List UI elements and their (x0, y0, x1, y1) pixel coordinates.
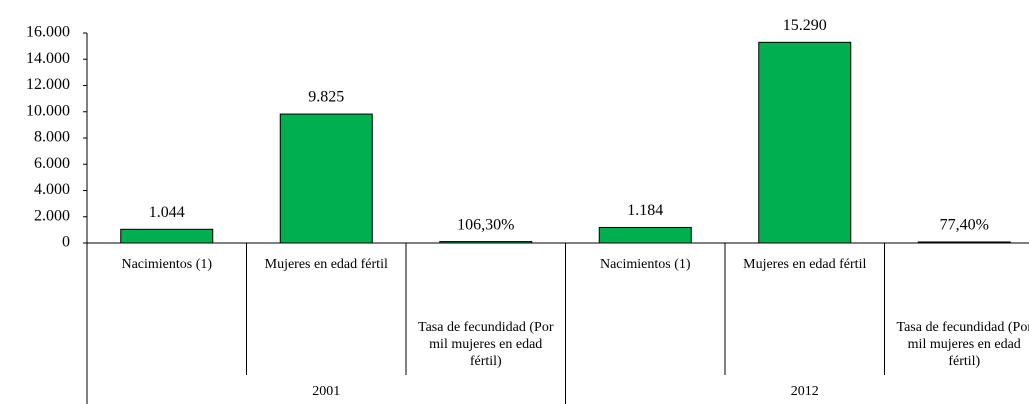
value-label: 9.825 (308, 89, 344, 106)
y-tick-label: 14.000 (26, 50, 70, 67)
x-tick-label: Mujeres en edad fértil (743, 257, 867, 272)
group-label: 2001 (312, 384, 341, 399)
bar (279, 113, 373, 244)
bar (758, 41, 852, 244)
x-tick-label: Tasa de fecundidad (Por mil mujeres en e… (896, 320, 1029, 369)
y-tick-label: 0 (62, 234, 70, 251)
value-label: 77,40% (940, 217, 989, 234)
y-tick-label: 10.000 (26, 102, 70, 119)
x-tick-label: Mujeres en edad fértil (264, 257, 388, 272)
bar (439, 241, 533, 244)
x-tick-label: Nacimientos (1) (599, 257, 691, 272)
value-label: 106,30% (457, 216, 514, 233)
y-tick-label: 8.000 (34, 129, 70, 146)
y-tick-label: 4.000 (34, 181, 70, 198)
group-label: 2012 (790, 384, 819, 399)
y-tick-label: 6.000 (34, 155, 70, 172)
value-label: 1.184 (627, 202, 663, 219)
y-tick-label: 2.000 (34, 207, 70, 224)
y-tick-label: 12.000 (26, 76, 70, 93)
bar (917, 241, 1011, 244)
x-tick-label: Tasa de fecundidad (Por mil mujeres en e… (418, 320, 554, 369)
bar (120, 228, 214, 244)
bar (598, 226, 692, 244)
value-label: 15.290 (783, 17, 827, 34)
value-label: 1.044 (149, 204, 185, 221)
x-tick-label: Nacimientos (1) (121, 257, 213, 272)
y-tick-label: 16.000 (26, 24, 70, 41)
